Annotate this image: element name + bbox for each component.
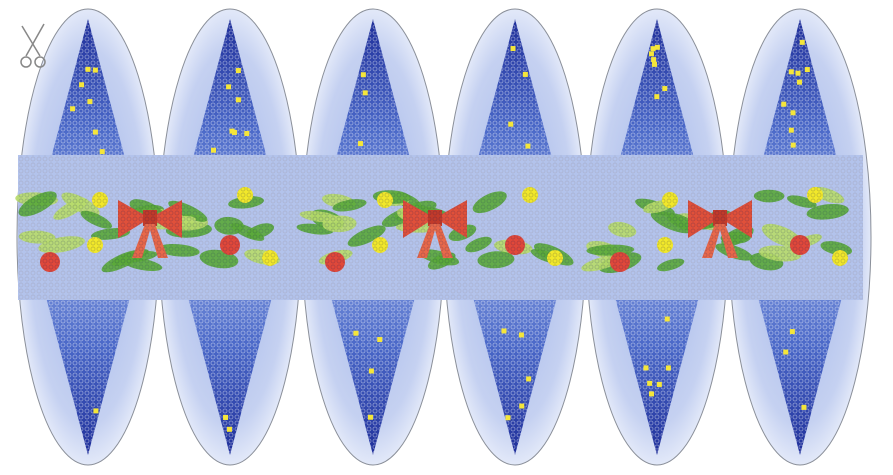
star-stitch (799, 39, 805, 45)
star-stitch (519, 403, 525, 409)
star-stitch (649, 391, 655, 397)
star-stitch (93, 408, 99, 414)
scissor-handle (34, 56, 46, 68)
star-stitch (781, 101, 787, 107)
star-stitch (70, 106, 76, 112)
star-stitch (79, 82, 85, 88)
star-stitch (501, 328, 507, 334)
star-stitch (510, 46, 516, 52)
star-stitch (654, 94, 660, 100)
band-stitch-overlay (18, 155, 863, 300)
star-stitch (518, 332, 524, 338)
star-stitch (801, 404, 807, 410)
star-stitch (367, 414, 373, 420)
scissor-blade (25, 23, 45, 57)
star-stitch (357, 141, 363, 147)
star-stitch (235, 68, 241, 74)
star-stitch (656, 381, 662, 387)
star-stitch (85, 66, 91, 72)
star-stitch (664, 316, 670, 322)
star-stitch (362, 90, 368, 96)
star-stitch (790, 110, 796, 116)
star-stitch (526, 376, 532, 382)
scissor-handle (20, 56, 32, 68)
star-stitch (783, 349, 789, 355)
star-stitch (508, 121, 514, 127)
star-stitch (804, 67, 810, 73)
star-stitch (789, 329, 795, 335)
star-stitch (788, 69, 794, 75)
star-stitch (522, 71, 528, 77)
star-stitch (505, 415, 511, 421)
star-stitch (647, 380, 653, 386)
star-stitch (226, 84, 232, 90)
star-stitch (210, 147, 216, 153)
star-stitch (652, 61, 658, 67)
star-stitch (360, 72, 366, 78)
star-stitch (92, 129, 98, 135)
star-stitch (525, 143, 531, 149)
star-stitch (650, 46, 656, 52)
star-stitch (788, 127, 794, 133)
star-stitch (654, 44, 660, 50)
star-stitch (651, 57, 657, 63)
star-stitch (226, 426, 232, 432)
star-stitch (223, 414, 229, 420)
scissors-icon (20, 23, 46, 68)
star-stitch (790, 142, 796, 148)
star-stitch (643, 365, 649, 371)
star-stitch (353, 330, 359, 336)
star-stitch (662, 86, 668, 92)
star-stitch (235, 97, 241, 103)
star-stitch (99, 149, 105, 155)
star-stitch (87, 99, 93, 105)
star-stitch (648, 51, 654, 57)
star-stitch (244, 131, 250, 137)
star-stitch (92, 67, 98, 73)
star-stitch (665, 365, 671, 371)
star-stitch (231, 129, 237, 135)
star-stitch (796, 79, 802, 85)
star-stitch (368, 368, 374, 374)
garland-band (15, 155, 863, 300)
star-stitch (795, 70, 801, 76)
scissor-blade (21, 25, 41, 57)
star-stitch (377, 337, 383, 343)
